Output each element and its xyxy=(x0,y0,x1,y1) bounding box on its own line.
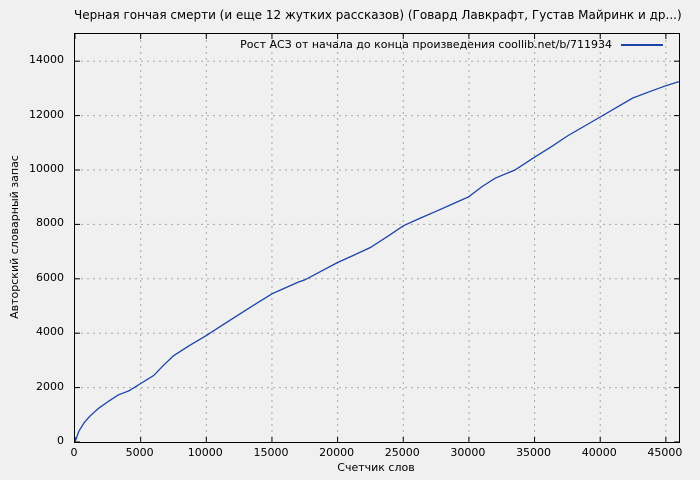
x-tick-label: 10000 xyxy=(187,446,223,459)
plot-area: Рост АСЗ от начала до конца произведения… xyxy=(74,33,680,443)
x-tick-label: 20000 xyxy=(319,446,355,459)
x-axis-title: Счетчик слов xyxy=(337,461,415,474)
x-tick-label: 0 xyxy=(70,446,78,459)
legend-label: Рост АСЗ от начала до конца произведения… xyxy=(240,38,612,51)
legend: Рост АСЗ от начала до конца произведения… xyxy=(240,38,663,51)
x-tick-label: 40000 xyxy=(581,446,617,459)
y-axis-title-text: Авторский словарный запас xyxy=(8,155,21,319)
y-tick-label: 2000 xyxy=(36,379,64,393)
x-tick-label: 5000 xyxy=(125,446,154,459)
chart-title: Черная гончая смерти (и еще 12 жутких ра… xyxy=(74,8,682,22)
y-tick-label: 4000 xyxy=(36,325,64,339)
y-tick-label: 12000 xyxy=(29,107,64,121)
x-tick-label: 35000 xyxy=(516,446,552,459)
x-tick-label: 25000 xyxy=(384,446,420,459)
x-tick-label: 30000 xyxy=(450,446,486,459)
y-tick-label: 8000 xyxy=(36,216,64,230)
y-tick-label: 6000 xyxy=(36,270,64,284)
y-tick-label: 14000 xyxy=(29,53,64,67)
legend-line-sample xyxy=(621,43,663,46)
y-tick-label: 0 xyxy=(57,434,64,447)
x-tick-label: 15000 xyxy=(253,446,289,459)
plot-canvas xyxy=(75,34,679,442)
y-tick-label: 10000 xyxy=(29,162,64,175)
x-tick-label: 45000 xyxy=(647,446,683,459)
